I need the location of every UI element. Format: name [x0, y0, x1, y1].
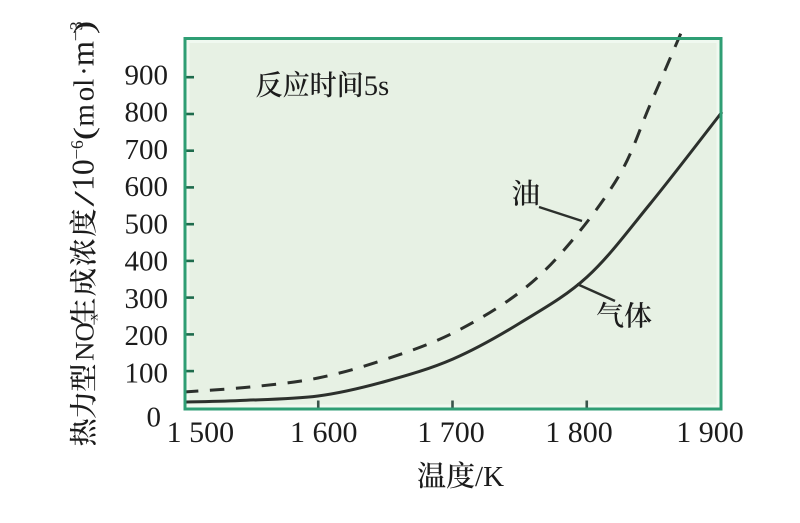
svg-text:700: 700	[125, 134, 169, 166]
svg-text:400: 400	[125, 246, 169, 278]
svg-text:500: 500	[125, 208, 169, 240]
svg-text:1 700: 1 700	[417, 416, 485, 449]
svg-text:1 900: 1 900	[676, 416, 744, 449]
svg-text:100: 100	[125, 357, 169, 389]
svg-text:1 500: 1 500	[167, 416, 235, 449]
svg-text:800: 800	[125, 97, 169, 129]
svg-text:200: 200	[125, 320, 169, 352]
svg-text:300: 300	[125, 283, 169, 315]
svg-text:1 600: 1 600	[290, 416, 358, 449]
svg-text:600: 600	[125, 171, 169, 203]
svg-text:1 800: 1 800	[545, 416, 613, 449]
svg-text:0: 0	[147, 402, 162, 434]
svg-text:900: 900	[125, 59, 169, 91]
